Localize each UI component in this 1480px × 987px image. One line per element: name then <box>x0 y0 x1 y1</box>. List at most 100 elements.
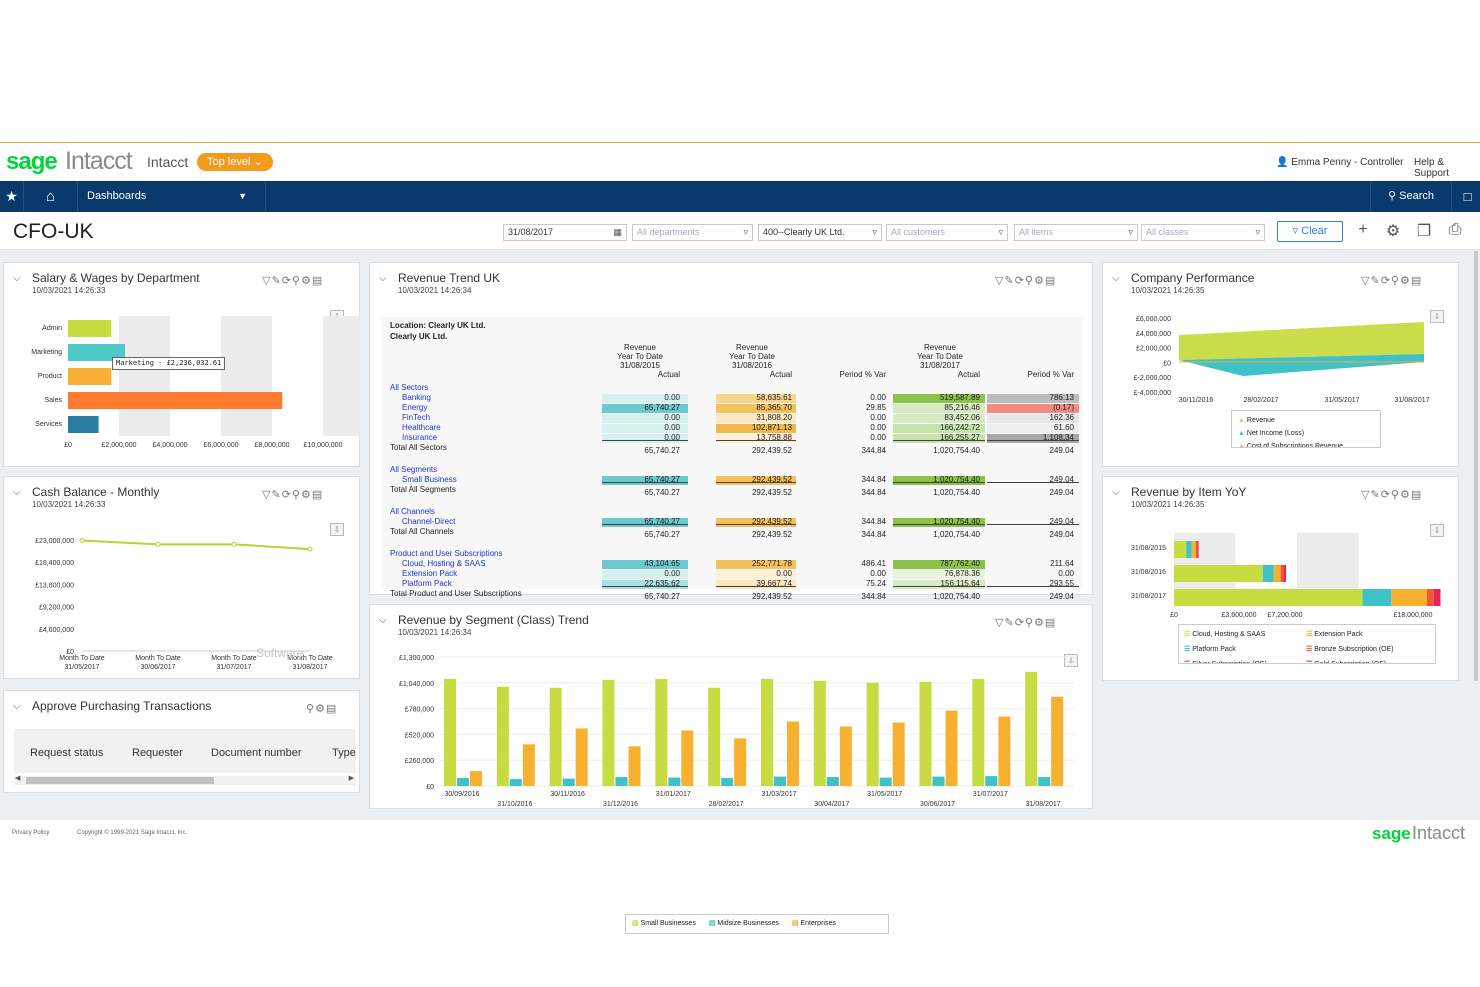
cell-value[interactable]: 58,635.61 <box>756 393 792 402</box>
cell-value[interactable]: 85,216.46 <box>944 403 980 412</box>
row-label[interactable]: Insurance <box>402 433 438 442</box>
class-filter[interactable]: All classes ▿ <box>1141 224 1265 241</box>
legend-item[interactable]: ☰ Cloud, Hosting & SAAS <box>1184 628 1306 641</box>
trash-icon[interactable]: ▤ <box>311 489 324 501</box>
refresh-icon[interactable]: ⟳ <box>1014 617 1025 629</box>
legend-item[interactable]: ▲ Revenue <box>1238 414 1374 427</box>
cell-value[interactable]: (0.17) <box>1053 403 1074 412</box>
item-filter[interactable]: All items ▿ <box>1014 224 1138 241</box>
intacct-logo[interactable]: Intacct <box>65 147 133 175</box>
zoom-icon[interactable]: ⚲ <box>291 489 301 501</box>
cell-value[interactable]: 486.41 <box>861 559 886 568</box>
cell-value[interactable]: 65,740.27 <box>644 592 680 601</box>
refresh-icon[interactable]: ⟳ <box>281 275 292 287</box>
cell-value[interactable]: 292,439.52 <box>751 517 792 526</box>
row-label[interactable]: Channel-Direct <box>402 517 456 526</box>
cell-value[interactable]: 0.00 <box>870 393 886 402</box>
zoom-icon[interactable]: ⚲ <box>291 275 301 287</box>
filter-icon[interactable]: ▽ <box>262 275 272 287</box>
column-header[interactable]: Document number <box>211 747 302 759</box>
cell-value[interactable]: 65,740.27 <box>644 517 680 526</box>
cell-value[interactable]: 65,740.27 <box>644 475 680 484</box>
page-scrollbar[interactable] <box>1474 251 1478 681</box>
cell-value[interactable]: 249.04 <box>1049 475 1074 484</box>
cell-value[interactable]: 22,635.62 <box>644 579 680 588</box>
entity-menu-button[interactable]: Top level ⌄ <box>197 153 273 171</box>
gear-icon[interactable]: ⚙ <box>1385 223 1401 240</box>
refresh-icon[interactable]: ⟳ <box>1014 275 1025 287</box>
cell-value[interactable]: 75.24 <box>865 579 886 588</box>
collapse-chevron-icon[interactable]: ⌵ <box>379 615 387 626</box>
legend-item[interactable]: ▤ Enterprises <box>792 920 836 927</box>
cell-value[interactable]: 344.84 <box>861 530 886 539</box>
calendar-icon[interactable]: ▦ <box>613 227 622 237</box>
cell-value[interactable]: 1,020,754.40 <box>933 446 980 455</box>
cell-value[interactable]: 1,108.34 <box>1042 433 1074 442</box>
legend-item[interactable]: ☰ Silver Subscription (OE) <box>1184 658 1306 663</box>
row-label[interactable]: All Segments <box>390 465 438 474</box>
cell-value[interactable]: 0.00 <box>776 569 792 578</box>
cell-value[interactable]: 83,452.06 <box>944 413 980 422</box>
cell-value[interactable]: 76,878.36 <box>944 569 980 578</box>
row-label[interactable]: Energy <box>402 403 428 412</box>
cell-value[interactable]: 85,365.70 <box>756 403 792 412</box>
cell-value[interactable]: 0.00 <box>664 393 680 402</box>
cell-value[interactable]: 249.04 <box>1049 446 1074 455</box>
cell-value[interactable]: 0.00 <box>870 423 886 432</box>
download-icon[interactable]: ⇩ <box>330 523 344 536</box>
zoom-icon[interactable]: ⚲ <box>1390 275 1400 287</box>
user-menu[interactable]: 👤 Emma Penny - Controller <box>1276 157 1404 168</box>
gear-icon[interactable]: ⚙ <box>300 489 312 501</box>
column-header[interactable]: Request status <box>30 747 104 759</box>
cell-value[interactable]: 786.13 <box>1049 393 1074 402</box>
star-icon[interactable]: ★ <box>0 181 24 212</box>
cell-value[interactable]: 43,104.65 <box>644 559 680 568</box>
cell-value[interactable]: 787,762.40 <box>939 559 980 568</box>
clear-filters-button[interactable]: ▿ Clear <box>1277 221 1343 242</box>
trash-icon[interactable]: ▤ <box>1410 275 1423 287</box>
filter-icon[interactable]: ▽ <box>1361 275 1371 287</box>
scrollbar-thumb[interactable] <box>26 777 214 784</box>
download-icon[interactable]: ⇩ <box>1430 524 1444 537</box>
collapse-chevron-icon[interactable]: ⌵ <box>13 273 21 284</box>
cell-value[interactable]: 65,740.27 <box>644 488 680 497</box>
cell-value[interactable]: 344.84 <box>861 517 886 526</box>
cell-value[interactable]: 344.84 <box>861 488 886 497</box>
legend-item[interactable]: ☰ Extension Pack <box>1306 628 1428 641</box>
cell-value[interactable]: 102,871.13 <box>751 423 792 432</box>
cell-value[interactable]: 61.60 <box>1053 423 1074 432</box>
date-filter[interactable]: 31/08/2017 ▦ <box>503 224 627 241</box>
row-label[interactable]: Cloud, Hosting & SAAS <box>402 559 486 568</box>
cell-value[interactable]: 0.00 <box>664 433 680 442</box>
cell-value[interactable]: 0.00 <box>870 569 886 578</box>
gear-icon[interactable]: ⚙ <box>300 275 312 287</box>
cell-value[interactable]: 65,740.27 <box>644 446 680 455</box>
collapse-chevron-icon[interactable]: ⌵ <box>13 487 21 498</box>
cell-value[interactable]: 166,242.72 <box>939 423 980 432</box>
bookmark-icon[interactable]: □ <box>1463 189 1472 204</box>
cell-value[interactable]: 292,439.52 <box>751 530 792 539</box>
cell-value[interactable]: 1,020,754.40 <box>933 592 980 601</box>
cell-value[interactable]: 292,439.52 <box>751 592 792 601</box>
add-icon[interactable]: + <box>1358 221 1368 238</box>
row-label[interactable]: Banking <box>402 393 431 402</box>
cell-value[interactable]: 1,020,754.40 <box>933 530 980 539</box>
home-icon[interactable]: ⌂ <box>24 181 78 212</box>
filter-icon[interactable]: ▽ <box>995 617 1005 629</box>
cell-value[interactable]: 0.00 <box>664 423 680 432</box>
trash-icon[interactable]: ▤ <box>325 703 338 715</box>
cell-value[interactable]: 29.85 <box>865 403 886 412</box>
cell-value[interactable]: 13,758.88 <box>756 433 792 442</box>
collapse-chevron-icon[interactable]: ⌵ <box>1112 487 1120 498</box>
cell-value[interactable]: 39,667.74 <box>756 579 792 588</box>
edit-icon[interactable]: ✎ <box>271 275 282 287</box>
cell-value[interactable]: 166,255.27 <box>939 433 980 442</box>
cell-value[interactable]: 0.00 <box>664 413 680 422</box>
gear-icon[interactable]: ⚙ <box>1033 617 1045 629</box>
cell-value[interactable]: 293.55 <box>1049 579 1074 588</box>
cell-value[interactable]: 162.36 <box>1049 413 1074 422</box>
cell-value[interactable]: 0.00 <box>664 569 680 578</box>
cell-value[interactable]: 211.64 <box>1050 559 1074 568</box>
legend-item[interactable]: ▤ Midsize Businesses <box>709 920 779 927</box>
gear-icon[interactable]: ⚙ <box>1399 489 1411 501</box>
